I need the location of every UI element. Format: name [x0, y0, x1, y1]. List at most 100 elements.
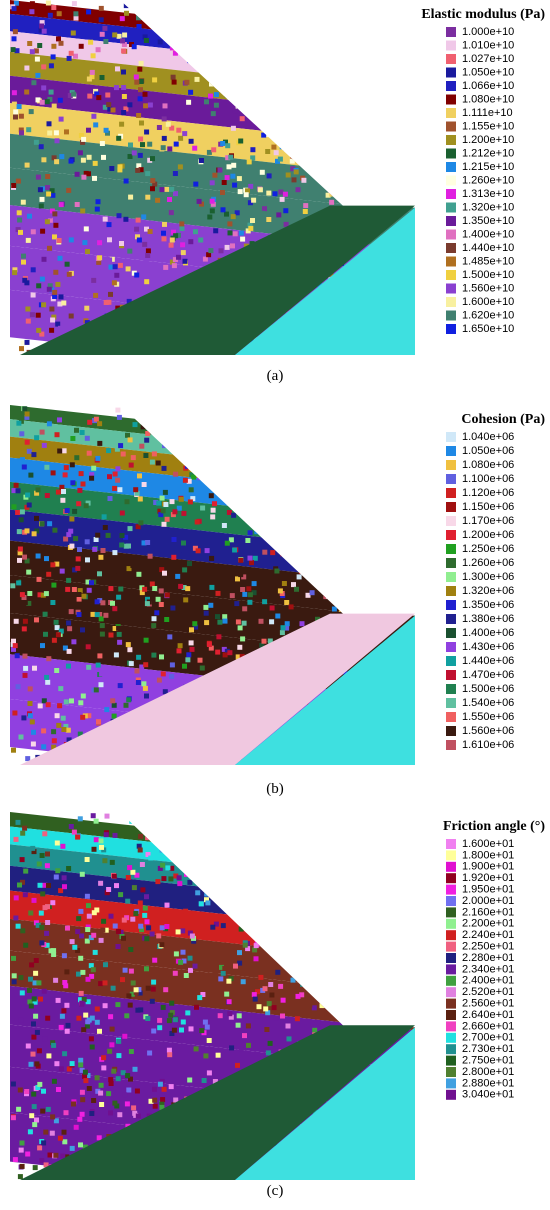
- speckle: [175, 822, 181, 828]
- speckle: [37, 1145, 43, 1151]
- speckle: [215, 432, 221, 437]
- speckle: [143, 38, 149, 43]
- speckle: [190, 845, 196, 851]
- speckle: [242, 539, 248, 544]
- speckle: [142, 905, 148, 911]
- speckle: [152, 1103, 158, 1109]
- legend-label: 1.080e+10: [462, 93, 514, 105]
- speckle: [283, 425, 289, 431]
- bedrock: [235, 1027, 415, 1180]
- speckle: [276, 434, 282, 440]
- speckle: [245, 228, 251, 234]
- speckle: [50, 317, 56, 323]
- speckle: [39, 853, 45, 858]
- speckle: [199, 1028, 205, 1034]
- speckle: [246, 827, 252, 833]
- speckle: [76, 971, 81, 977]
- speckle: [47, 1152, 53, 1158]
- speckle: [283, 208, 289, 214]
- speckle: [159, 1078, 165, 1084]
- speckle: [25, 306, 31, 312]
- speckle: [144, 894, 149, 900]
- speckle: [93, 818, 99, 824]
- speckle: [221, 523, 227, 528]
- speckle: [221, 855, 227, 861]
- speckle: [201, 62, 207, 68]
- speckle: [51, 952, 57, 957]
- speckle: [15, 510, 21, 515]
- speckle: [20, 340, 26, 346]
- speckle: [202, 816, 208, 822]
- speckle: [275, 105, 281, 111]
- speckle: [259, 406, 265, 412]
- legend-swatch: [446, 516, 456, 526]
- speckle: [95, 532, 101, 538]
- speckle: [84, 1023, 90, 1029]
- speckle: [71, 1, 77, 7]
- speckle: [276, 506, 281, 512]
- speckle: [68, 824, 74, 829]
- speckle: [114, 272, 120, 278]
- speckle: [247, 599, 253, 605]
- speckle: [11, 638, 16, 644]
- speckle: [116, 631, 122, 637]
- speckle: [343, 913, 349, 919]
- speckle: [338, 488, 344, 494]
- speckle: [80, 157, 86, 163]
- speckle: [277, 937, 283, 943]
- speckle: [80, 969, 86, 975]
- speckle: [198, 237, 204, 243]
- speckle: [102, 216, 108, 222]
- soil-layer: [10, 540, 415, 621]
- speckle: [55, 451, 61, 457]
- speckle: [112, 550, 118, 556]
- speckle: [239, 653, 245, 659]
- speckle: [161, 230, 166, 236]
- speckle: [306, 157, 312, 163]
- speckle: [296, 492, 302, 498]
- speckle: [182, 567, 188, 573]
- speckle: [151, 652, 157, 658]
- speckle: [176, 552, 182, 558]
- speckle: [47, 521, 53, 527]
- speckle: [272, 463, 278, 469]
- speckle: [125, 642, 131, 648]
- speckle: [57, 417, 62, 423]
- speckle: [45, 702, 51, 708]
- speckle: [39, 20, 45, 26]
- speckle: [115, 66, 120, 72]
- speckle: [47, 96, 53, 102]
- legend-label: 1.040e+06: [462, 431, 514, 443]
- speckle: [314, 821, 319, 827]
- legend-swatch: [446, 544, 456, 554]
- speckle: [59, 1013, 65, 1019]
- legend-label: 2.280e+01: [462, 952, 514, 964]
- speckle: [284, 962, 290, 968]
- speckle: [215, 649, 221, 655]
- speckle: [24, 1089, 30, 1094]
- speckle: [195, 61, 201, 67]
- speckle: [147, 1050, 153, 1056]
- speckle: [291, 105, 296, 111]
- speckle: [235, 1062, 240, 1068]
- speckle: [93, 837, 99, 843]
- speckle: [45, 1015, 51, 1021]
- speckle: [27, 701, 33, 706]
- speckle: [275, 613, 281, 619]
- speckle: [241, 46, 247, 52]
- speckle: [203, 5, 209, 11]
- speckle: [295, 448, 301, 454]
- speckle: [45, 904, 50, 910]
- speckle: [32, 1122, 38, 1128]
- speckle: [143, 408, 149, 413]
- speckle: [168, 822, 174, 828]
- speckle: [34, 515, 39, 521]
- speckle: [19, 990, 25, 996]
- legend-swatch: [446, 558, 456, 568]
- legend-label: 1.350e+06: [462, 599, 514, 611]
- speckle: [240, 979, 246, 985]
- bedrock: [235, 207, 415, 355]
- speckle: [50, 900, 56, 906]
- legend-swatch: [446, 530, 456, 540]
- speckle: [299, 5, 305, 11]
